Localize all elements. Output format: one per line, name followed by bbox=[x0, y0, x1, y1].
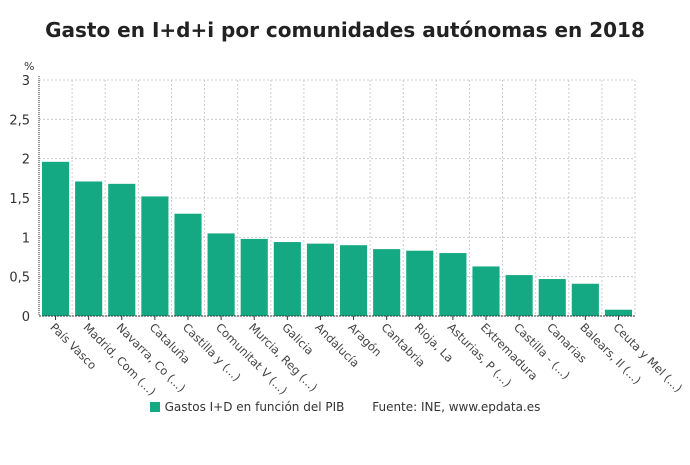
y-tick-label: 3 bbox=[22, 74, 30, 89]
y-tick-label: 1,5 bbox=[9, 192, 30, 207]
legend-swatch bbox=[149, 402, 160, 412]
y-tick-label: 1 bbox=[22, 231, 30, 246]
bar bbox=[340, 245, 368, 316]
y-tick-label: 2,5 bbox=[9, 113, 30, 128]
bar bbox=[207, 233, 235, 316]
bar bbox=[306, 243, 334, 316]
bar bbox=[472, 266, 500, 316]
bar bbox=[174, 213, 202, 316]
bar bbox=[42, 161, 70, 316]
bar bbox=[108, 183, 136, 316]
legend: Gastos I+D en función del PIB Fuente: IN… bbox=[0, 400, 690, 414]
bar bbox=[538, 279, 566, 316]
bar bbox=[571, 283, 599, 316]
y-tick-label: 2 bbox=[22, 153, 30, 168]
y-tick-label: 0,5 bbox=[9, 271, 30, 286]
bar bbox=[240, 238, 268, 316]
bar bbox=[273, 242, 301, 316]
legend-label: Gastos I+D en función del PIB bbox=[164, 400, 345, 414]
bar bbox=[439, 253, 467, 316]
bar bbox=[141, 196, 169, 316]
source-note: Fuente: INE, www.epdata.es bbox=[372, 400, 541, 414]
y-axis-label: % bbox=[24, 60, 34, 73]
bar bbox=[604, 309, 632, 316]
bar bbox=[373, 249, 401, 316]
bar bbox=[75, 181, 103, 316]
y-tick-label: 0 bbox=[22, 310, 30, 325]
bar bbox=[505, 275, 533, 316]
bar bbox=[406, 250, 434, 316]
chart-title: Gasto en I+d+i por comunidades autónomas… bbox=[45, 18, 645, 42]
